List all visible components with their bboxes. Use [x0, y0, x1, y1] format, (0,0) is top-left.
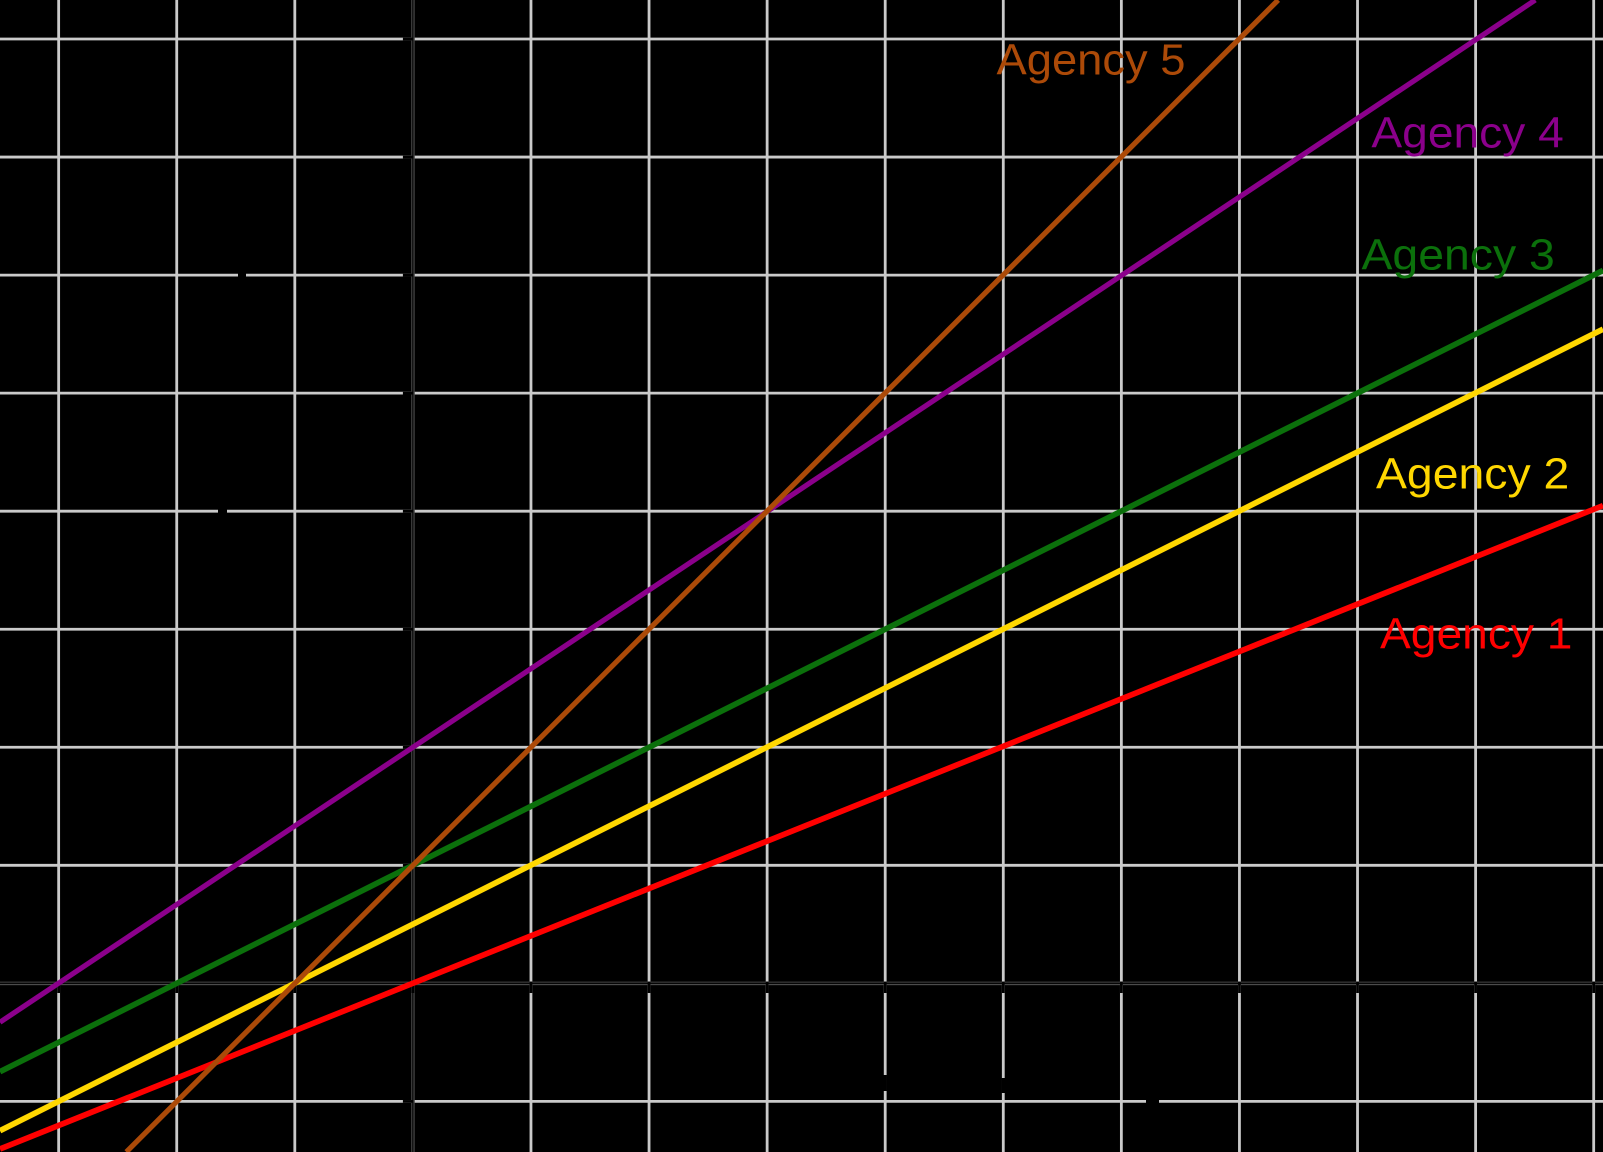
svg-text:Agency 4: Agency 4 [1371, 108, 1563, 157]
svg-text:Agency 2: Agency 2 [1376, 450, 1569, 499]
svg-text:Agency 1: Agency 1 [1380, 610, 1573, 659]
svg-text:Agency 5: Agency 5 [997, 35, 1186, 84]
svg-text:Agency 3: Agency 3 [1362, 230, 1555, 279]
